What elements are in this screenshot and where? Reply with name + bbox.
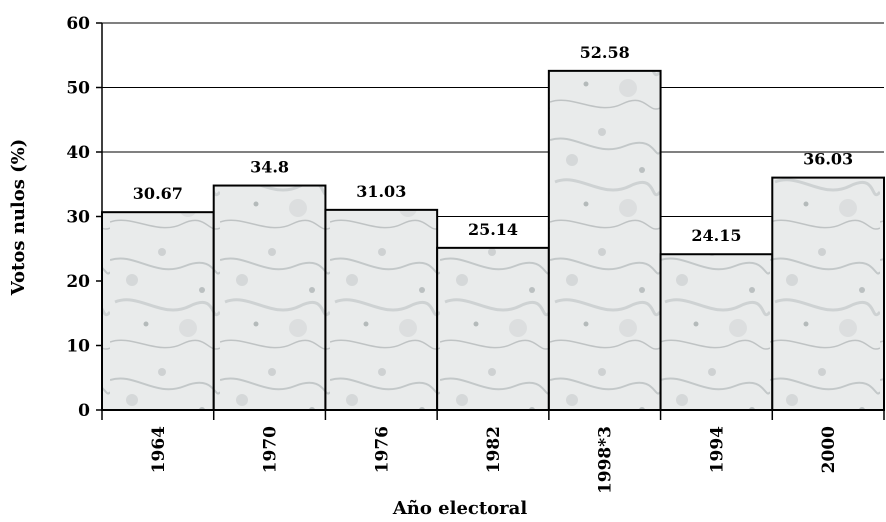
category-label: 1970: [261, 426, 281, 473]
bars: [101, 69, 885, 411]
category-label: 1998*3: [596, 426, 616, 494]
bar: [771, 176, 885, 411]
data-label: 25.14: [468, 220, 518, 239]
y-tick-label: 30: [66, 208, 90, 228]
data-label: 36.03: [803, 150, 853, 169]
y-axis-title: Votos nulos (%): [8, 139, 29, 297]
y-tick-label: 20: [66, 272, 90, 292]
axes: [96, 22, 885, 420]
data-labels: 30.67 34.8 31.03 25.14 52.58 24.15 36.03: [133, 43, 853, 245]
y-tick-label: 40: [66, 143, 90, 163]
y-tick-label: 0: [78, 401, 90, 421]
category-labels: 1964 1970 1976 1982 1998*3 1994 2000: [149, 426, 839, 494]
y-tick-label: 10: [66, 337, 90, 357]
bar: [101, 211, 215, 411]
data-label: 30.67: [133, 184, 183, 203]
data-label: 24.15: [691, 226, 741, 245]
data-label: 34.8: [250, 158, 289, 177]
category-label: 1976: [372, 426, 392, 473]
category-label: 1964: [149, 426, 169, 473]
bar: [659, 253, 774, 411]
category-label: 1982: [484, 426, 504, 473]
bar: [436, 246, 550, 411]
bar: [324, 208, 439, 411]
data-label: 31.03: [356, 182, 406, 201]
category-label: 2000: [819, 426, 839, 473]
y-tick-label: 50: [66, 79, 90, 99]
bar: [212, 184, 327, 411]
y-tick-label: 60: [66, 14, 90, 34]
x-axis-title: Año electoral: [392, 498, 527, 519]
y-tick-labels: 0 10 20 30 40 50 60: [66, 14, 90, 421]
data-label: 52.58: [580, 43, 630, 62]
category-label: 1994: [707, 426, 727, 473]
bar: [547, 69, 662, 411]
